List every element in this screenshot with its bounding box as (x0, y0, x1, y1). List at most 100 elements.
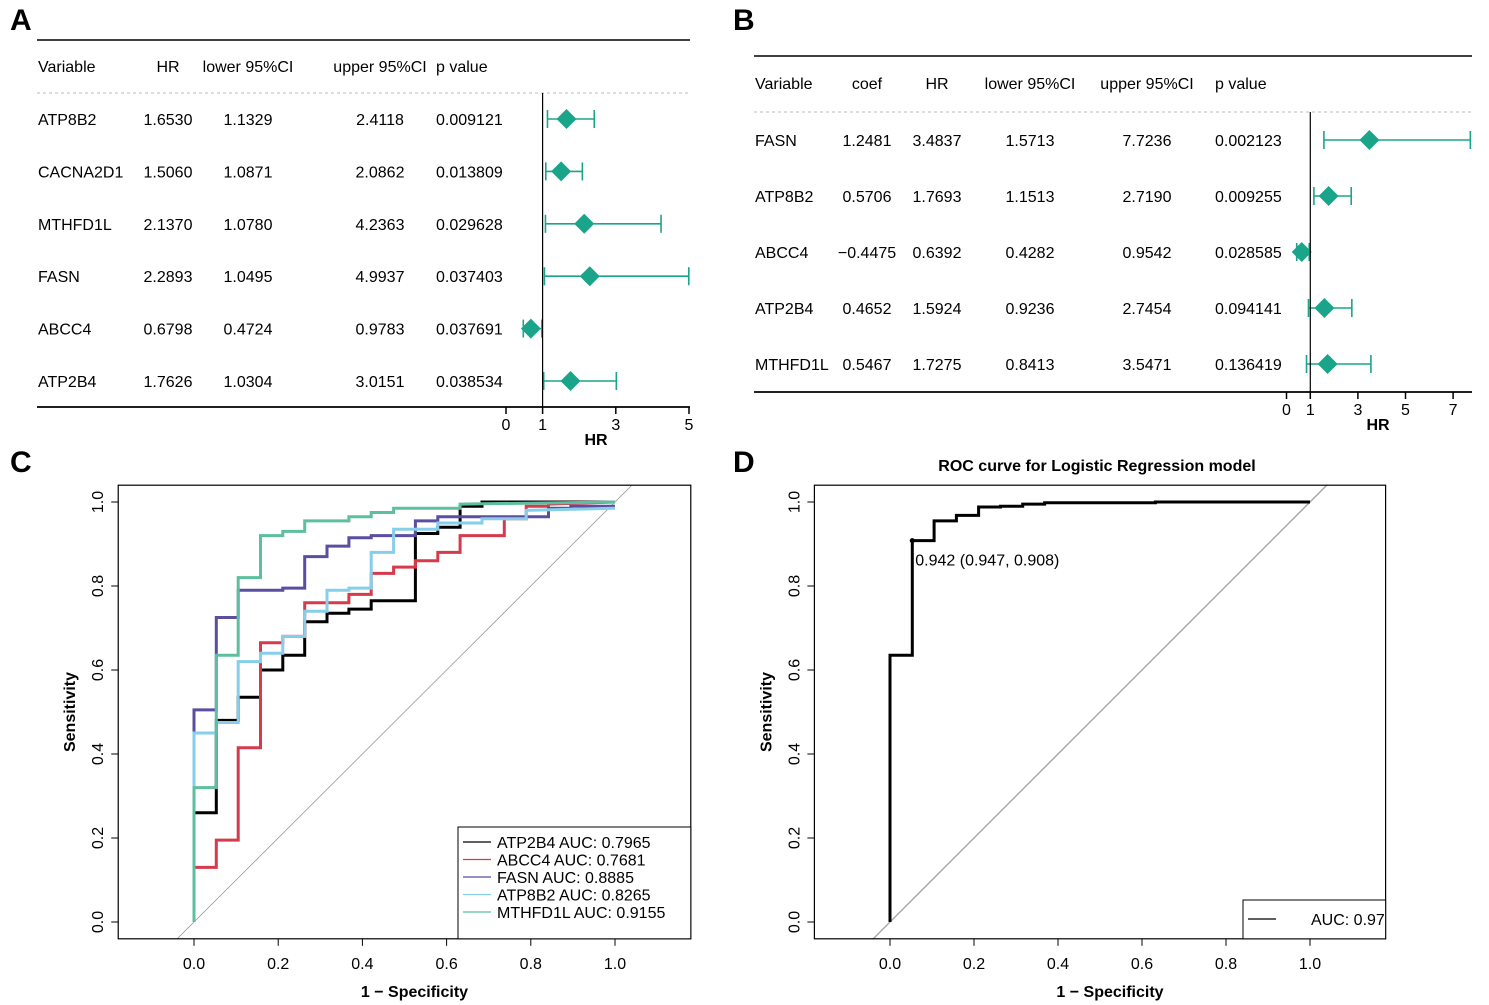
cell-p: 0.013809 (436, 164, 503, 181)
cell-variable: ATP8B2 (38, 112, 97, 129)
column-header: upper 95%CI (1100, 76, 1193, 93)
hr-marker (551, 161, 572, 182)
column-header: lower 95%CI (203, 59, 294, 76)
legend-item: ABCC4 AUC: 0.7681 (463, 853, 646, 870)
cell-hr: 2.2893 (144, 269, 193, 286)
x-tick-label: 0.8 (520, 956, 542, 973)
cell-upper: 7.7236 (1123, 133, 1172, 150)
panel-letter-b: B (733, 4, 755, 37)
x-tick-label: 0.4 (351, 956, 373, 973)
cell-p: 0.037403 (436, 269, 503, 286)
x-tick-label: 5 (1401, 402, 1410, 419)
x-tick-label: 1 (538, 417, 547, 434)
legend-label: ABCC4 AUC: 0.7681 (497, 853, 646, 870)
cell-hr: 2.1370 (144, 217, 193, 234)
cell-p: 0.136419 (1215, 357, 1282, 374)
cell-hr: 1.7626 (144, 374, 193, 391)
y-tick-label: 0.2 (90, 827, 107, 849)
cell-variable: FASN (38, 269, 80, 286)
cell-lower: 0.4724 (224, 322, 273, 339)
y-tick-label: 1.0 (90, 491, 107, 513)
y-tick-label: 0.0 (786, 911, 803, 933)
y-tick-label: 0.4 (90, 743, 107, 765)
diagonal-reference-line (176, 485, 633, 939)
table-row: MTHFD1L 0.5467 1.7275 0.8413 3.5471 0.136419 (755, 354, 1372, 374)
cell-lower: 1.1329 (224, 112, 273, 129)
y-tick-label: 0.6 (786, 659, 803, 681)
table-row: ABCC4 0.6798 0.4724 0.9783 0.037691 (38, 318, 543, 339)
cell-lower: 1.1513 (1006, 189, 1055, 206)
forest-plot-b: Variable coef HR lower 95%CI upper 95%CI p va… (754, 55, 1472, 434)
hr-marker (1291, 242, 1312, 262)
y-tick-label: 0.0 (90, 911, 107, 933)
cell-variable: ABCC4 (38, 322, 91, 339)
cell-p: 0.038534 (436, 374, 503, 391)
x-tick-label: 0.4 (1047, 956, 1069, 973)
x-tick-label: 0.2 (963, 956, 985, 973)
hr-marker (579, 266, 600, 287)
cell-p: 0.037691 (436, 322, 503, 339)
x-tick-label: 1.0 (604, 956, 626, 973)
cell-variable: ABCC4 (755, 245, 808, 262)
cell-upper: 3.0151 (356, 374, 405, 391)
x-tick-label: 3 (1353, 402, 1362, 419)
cell-coef: 0.5706 (843, 189, 892, 206)
y-axis-label: Sensitivity (62, 672, 79, 752)
cell-lower: 0.8413 (1006, 357, 1055, 374)
cell-lower: 1.0304 (224, 374, 273, 391)
x-tick-label: 0.6 (435, 956, 457, 973)
column-header: upper 95%CI (333, 59, 426, 76)
cell-lower: 1.0871 (224, 164, 273, 181)
cell-variable: ATP2B4 (38, 374, 97, 391)
hr-marker (1317, 354, 1338, 374)
cell-hr: 1.5060 (144, 164, 193, 181)
x-axis-label: HR (584, 432, 608, 449)
cell-hr: 0.6798 (144, 322, 193, 339)
cell-upper: 0.9783 (356, 322, 405, 339)
cell-hr: 1.5924 (913, 301, 962, 318)
x-tick-label: 3 (611, 417, 620, 434)
cell-p: 0.094141 (1215, 301, 1282, 318)
roc-chart-d: 0.0 0.2 0.4 0.6 0.8 1.0 0.0 0.2 0.4 0.6 0.8 1.0 1 − … (758, 458, 1387, 1001)
x-tick-label: 0.0 (879, 956, 901, 973)
legend-label: ATP2B4 AUC: 0.7965 (497, 835, 651, 852)
chart-title: ROC curve for Logistic Regression model (938, 458, 1255, 475)
x-tick-label: 0.6 (1131, 956, 1153, 973)
cell-variable: FASN (755, 133, 797, 150)
cell-upper: 4.9937 (356, 269, 405, 286)
table-row: MTHFD1L 2.1370 1.0780 4.2363 0.029628 (38, 213, 662, 234)
forest-plot-a: Variable HR lower 95%CI upper 95%CI p value A… (37, 39, 694, 449)
y-tick-label: 1.0 (786, 491, 803, 513)
cell-p: 0.009121 (436, 112, 503, 129)
cell-coef: −0.4475 (838, 245, 896, 262)
roc-chart-c: 0.0 0.2 0.4 0.6 0.8 1.0 0.0 0.2 0.4 0.6 0.8 1.0 1 − … (62, 484, 692, 1001)
legend-label: FASN AUC: 0.8885 (497, 870, 634, 887)
cell-variable: CACNA2D1 (38, 164, 123, 181)
table-row: FASN 1.2481 3.4837 1.5713 7.7236 0.002123 (755, 130, 1472, 150)
panel-letter-d: D (733, 446, 755, 479)
cell-variable: ATP2B4 (755, 301, 814, 318)
cell-lower: 1.0780 (224, 217, 273, 234)
cell-upper: 0.9542 (1123, 245, 1172, 262)
column-header: lower 95%CI (985, 76, 1076, 93)
cell-upper: 2.7190 (1123, 189, 1172, 206)
y-tick-label: 0.6 (90, 659, 107, 681)
panel-letter-a: A (10, 4, 32, 37)
cell-coef: 0.5467 (843, 357, 892, 374)
roc-curve-5 (192, 500, 616, 922)
table-row: ATP8B2 1.6530 1.1329 2.4118 0.009121 (38, 109, 596, 129)
legend: AUC: 0.97 (1242, 899, 1387, 940)
column-header: p value (436, 59, 488, 76)
cell-lower: 1.5713 (1006, 133, 1055, 150)
table-row: ATP8B2 0.5706 1.7693 1.1513 2.7190 0.009255 (755, 186, 1353, 206)
cell-coef: 1.2481 (843, 133, 892, 150)
table-row: ATP2B4 0.4652 1.5924 0.9236 2.7454 0.094141 (755, 298, 1353, 318)
cell-variable: MTHFD1L (38, 217, 112, 234)
hr-marker (574, 213, 595, 234)
x-axis-label: 1 − Specificity (361, 984, 468, 1001)
hr-marker (1359, 130, 1380, 150)
legend-item: ATP8B2 AUC: 0.8265 (463, 888, 651, 905)
hr-marker (1318, 186, 1339, 206)
legend-item: AUC: 0.97 (1248, 912, 1385, 929)
